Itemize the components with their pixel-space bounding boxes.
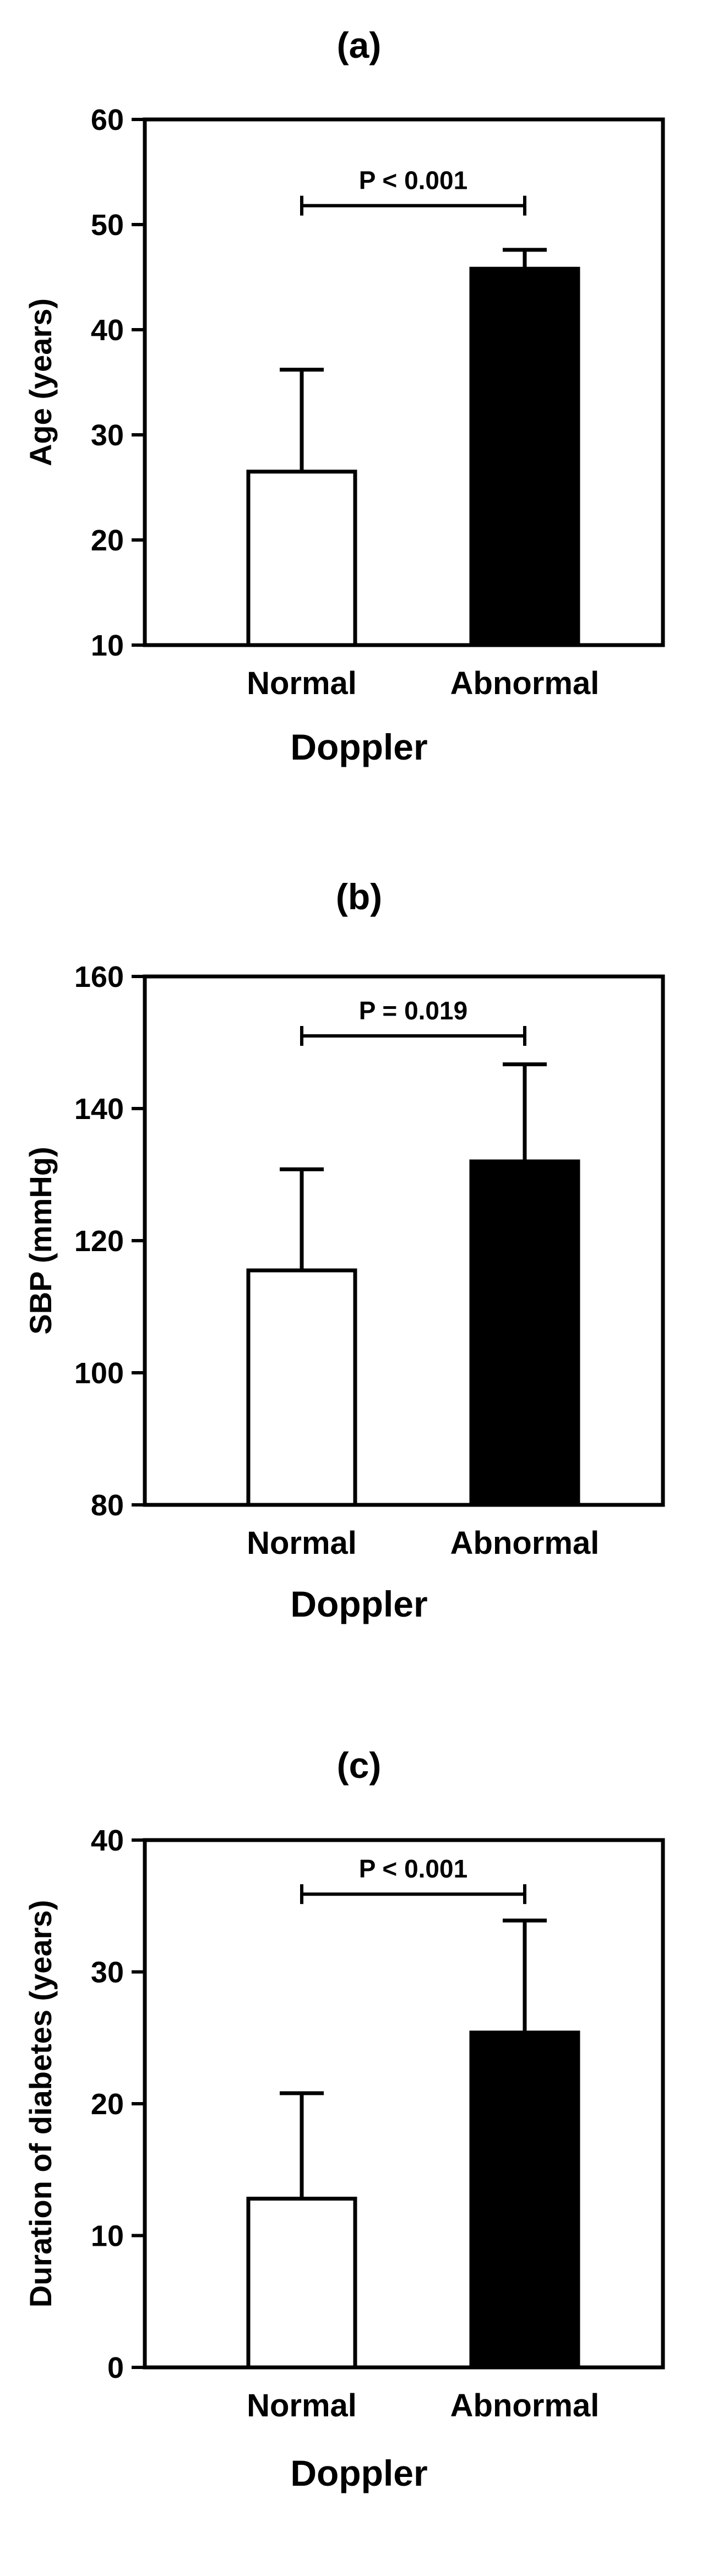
significance-label: P = 0.019: [359, 996, 467, 1025]
y-axis-label: Age (years): [23, 298, 58, 466]
x-axis-label: Doppler: [290, 1584, 427, 1624]
bar-abnormal: [469, 2031, 580, 2370]
x-tick-label-normal: Normal: [247, 2388, 357, 2424]
bar-normal: [246, 1268, 357, 1507]
x-tick-label-abnormal: Abnormal: [450, 2388, 600, 2424]
y-tick-label: 10: [91, 2220, 124, 2253]
y-tick-label: 100: [74, 1357, 124, 1390]
y-axis-label: Duration of diabetes (years): [23, 1900, 58, 2308]
panel-title: (a): [337, 25, 382, 66]
y-tick-label: 160: [74, 960, 124, 994]
plot-frame: [143, 117, 665, 647]
bar-abnormal: [469, 1159, 580, 1507]
y-tick-label: 80: [91, 1489, 124, 1522]
y-tick-label: 60: [91, 103, 124, 137]
y-tick-label: 120: [74, 1225, 124, 1258]
y-tick-label: 140: [74, 1093, 124, 1126]
y-tick-label: 0: [107, 2351, 124, 2384]
bar-normal: [246, 2196, 357, 2370]
y-tick-label: 20: [91, 524, 124, 557]
y-tick-label: 40: [91, 314, 124, 347]
y-tick-label: 20: [91, 2088, 124, 2121]
y-axis-label: SBP (mmHg): [23, 1147, 58, 1334]
x-axis-label: Doppler: [290, 2453, 427, 2493]
panel-title: (c): [337, 1745, 382, 1786]
significance-label: P < 0.001: [359, 166, 467, 195]
y-tick-label: 50: [91, 209, 124, 242]
bar-abnormal: [469, 266, 580, 647]
significance-label: P < 0.001: [359, 1854, 467, 1883]
bar-normal: [246, 470, 357, 647]
y-tick-label: 30: [91, 419, 124, 452]
x-tick-label-normal: Normal: [247, 665, 357, 701]
chart-panel-b: (b) 80 100 120 140 160 Normal Abnormal P = 0.019…: [23, 876, 665, 1624]
x-tick-label-abnormal: Abnormal: [450, 665, 600, 701]
y-tick-label: 10: [91, 629, 124, 662]
y-tick-label: 30: [91, 1956, 124, 1989]
y-tick-label: 40: [91, 1824, 124, 1857]
x-axis-label: Doppler: [290, 727, 427, 767]
chart-panel-a: (a) 10 20 30 40 50 60 Normal Abnormal P < 0.001 Do…: [23, 25, 665, 767]
x-tick-label-abnormal: Abnormal: [450, 1525, 600, 1561]
panel-title: (b): [336, 876, 382, 917]
chart-panel-c: (c) 0 10 20 30 40 Normal Abnormal P < 0.001 Doppl…: [23, 1745, 665, 2493]
x-tick-label-normal: Normal: [247, 1525, 357, 1561]
